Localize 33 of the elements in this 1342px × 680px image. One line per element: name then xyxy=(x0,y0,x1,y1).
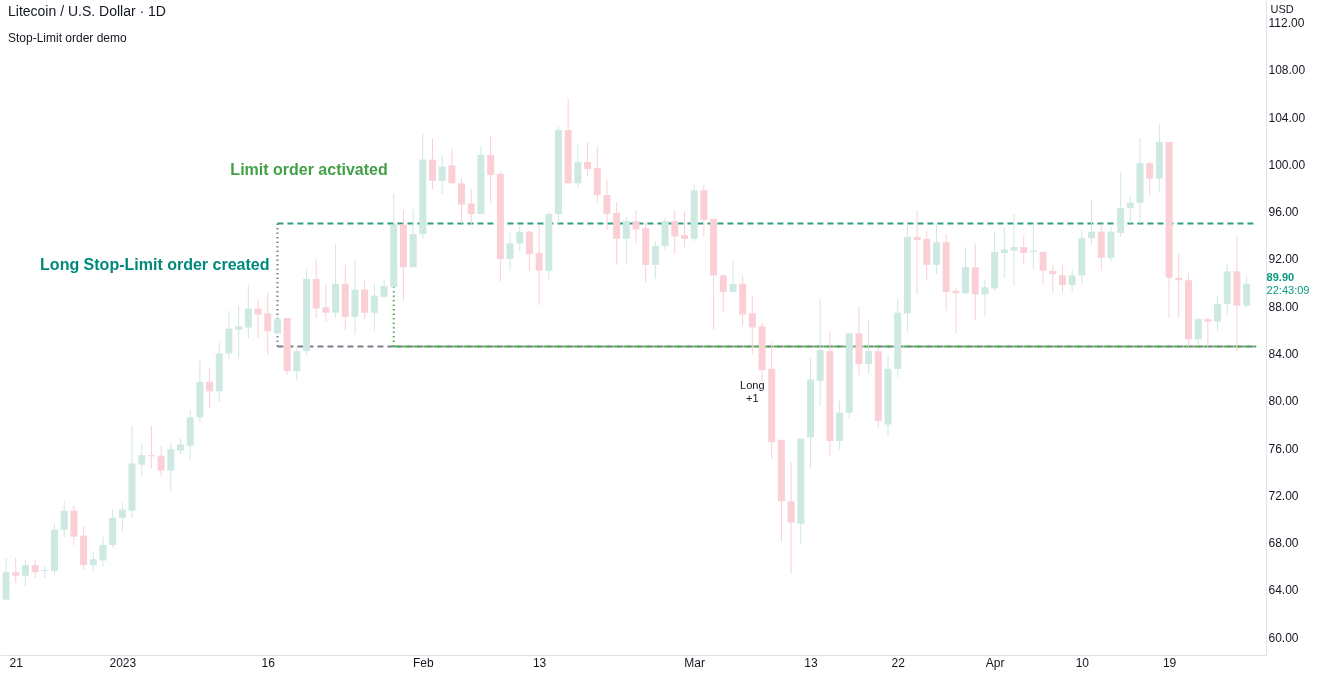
x-tick-label: 10 xyxy=(1075,655,1090,670)
x-tick-label: 16 xyxy=(261,655,276,670)
y-tick-label: 64.00 xyxy=(1268,583,1299,598)
y-tick-label: 60.00 xyxy=(1268,630,1299,645)
y-tick-label: 76.00 xyxy=(1268,441,1299,456)
y-tick-label: 96.00 xyxy=(1268,205,1299,220)
x-tick-label: Feb xyxy=(412,655,434,670)
x-tick-label: 21 xyxy=(9,655,24,670)
y-tick-label: 108.00 xyxy=(1268,63,1306,78)
y-tick-label: 72.00 xyxy=(1268,488,1299,503)
text: 89.90 xyxy=(1266,270,1295,283)
annotation: Long +1 xyxy=(740,379,765,405)
chart-title: Litecoin / U.S. Dollar · 1D xyxy=(8,3,166,19)
x-tick-label: 22 xyxy=(891,655,906,670)
y-tick-label: 104.00 xyxy=(1268,110,1306,125)
annotation: Limit order activated xyxy=(230,160,388,178)
y-tick-label: 92.00 xyxy=(1268,252,1299,267)
y-tick-label: 112.00 xyxy=(1268,15,1305,30)
y-tick-label: 84.00 xyxy=(1268,347,1299,362)
y-tick-label: 88.00 xyxy=(1268,299,1299,314)
y-tick-label: 68.00 xyxy=(1268,536,1299,551)
x-tick-label: Mar xyxy=(684,655,706,670)
text: Stop-Limit order demo xyxy=(8,31,128,45)
x-tick-label: 2023 xyxy=(109,655,137,670)
y-axis-title: USD xyxy=(1270,2,1294,15)
y-tick-label: 100.00 xyxy=(1268,157,1306,172)
y-tick-label: 80.00 xyxy=(1268,394,1299,409)
x-tick-label: 13 xyxy=(804,655,818,670)
annotation: Long Stop-Limit order created xyxy=(40,256,270,274)
x-tick-label: Apr xyxy=(985,655,1005,670)
x-tick-label: 19 xyxy=(1162,655,1177,670)
text: 22:43:09 xyxy=(1266,283,1310,296)
x-tick-label: 13 xyxy=(532,655,547,670)
